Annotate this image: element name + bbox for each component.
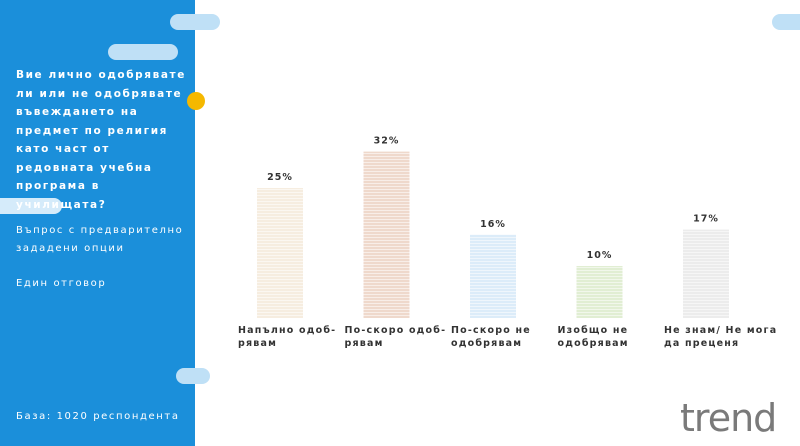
category-label: Не знам/ Не мога да преценя	[664, 325, 778, 349]
value-label: 25%	[267, 172, 293, 183]
value-label: 32%	[374, 136, 400, 147]
category-label: По-скоро не одобрявам	[451, 325, 531, 349]
decor-pill	[170, 14, 220, 30]
category-label: По-скоро одоб- рявам	[344, 325, 447, 349]
bar-texture	[683, 229, 729, 318]
value-label: 10%	[587, 250, 613, 261]
category-label: Изобщо не одобрявам	[557, 325, 629, 349]
base: База: 1020 респондента	[16, 411, 180, 422]
decor-pill	[772, 14, 800, 30]
bar-texture	[576, 266, 623, 318]
note: Един отговор	[16, 278, 107, 289]
decor-dot	[187, 92, 205, 110]
category-label: Напълно одоб- рявам	[238, 325, 337, 349]
subtitle: Въпрос с предварително зададени опции	[16, 225, 184, 254]
logo: trend	[680, 396, 777, 440]
decor-pill	[108, 44, 178, 60]
question: Вие лично одобрявате ли или не одобряват…	[16, 69, 186, 211]
decor-pill	[176, 368, 210, 384]
value-label: 17%	[693, 214, 719, 225]
side-panel	[0, 0, 195, 446]
bar-texture	[257, 188, 303, 318]
decor-pill	[0, 198, 62, 214]
bar-texture	[363, 151, 410, 318]
bar-texture	[470, 234, 516, 318]
value-label: 16%	[480, 219, 506, 230]
